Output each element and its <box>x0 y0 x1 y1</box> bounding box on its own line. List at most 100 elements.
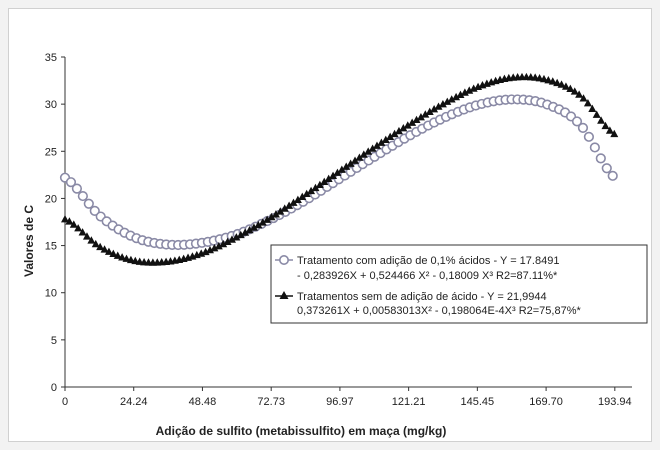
data-point <box>394 126 403 135</box>
data-point <box>447 95 456 103</box>
data-point <box>434 102 443 110</box>
data-point <box>595 153 606 164</box>
data-point <box>113 251 122 259</box>
y-tick-label: 0 <box>51 382 57 394</box>
data-point <box>583 99 592 107</box>
legend-marker-2 <box>279 291 289 299</box>
data-point <box>425 107 434 115</box>
data-point <box>583 131 595 142</box>
data-point <box>592 110 601 118</box>
data-point <box>588 104 597 112</box>
data-point <box>577 122 589 133</box>
data-point <box>557 80 566 88</box>
data-point <box>544 76 553 84</box>
data-point <box>219 239 228 248</box>
data-point <box>276 207 285 215</box>
data-point <box>381 135 390 143</box>
data-point <box>109 249 118 258</box>
data-point <box>408 118 417 126</box>
data-point <box>311 183 320 192</box>
y-ticks: 0 5 10 15 20 25 30 35 <box>45 52 65 394</box>
data-point <box>289 198 298 206</box>
data-point <box>285 201 294 209</box>
x-axis-label: Adição de sulfito (metabissulfito) em ma… <box>156 424 447 438</box>
data-point <box>82 232 91 240</box>
data-point <box>118 253 127 261</box>
data-point <box>69 220 78 228</box>
data-point <box>561 82 570 90</box>
data-point <box>65 177 77 188</box>
data-point <box>214 242 223 250</box>
data-point <box>377 138 386 146</box>
data-point <box>373 141 381 149</box>
x-tick-label: 96.97 <box>326 396 354 408</box>
data-point <box>254 220 263 229</box>
data-point <box>320 177 329 186</box>
x-tick-label: 193.94 <box>598 396 632 408</box>
x-tick-label: 24.24 <box>120 396 148 408</box>
data-point <box>570 87 579 95</box>
data-point <box>579 94 588 102</box>
data-point <box>342 162 351 170</box>
y-tick-label: 15 <box>45 241 57 253</box>
data-point <box>61 214 69 223</box>
x-tick-label: 121.21 <box>392 396 426 408</box>
data-point <box>443 97 452 105</box>
data-point <box>421 110 430 118</box>
x-tick-label: 145.45 <box>461 396 495 408</box>
y-tick-label: 35 <box>45 52 57 64</box>
data-point <box>430 104 439 113</box>
data-point <box>65 217 74 225</box>
x-ticks: 0 24.24 48.48 72.73 96.97 121.21 145.45 169.70 1… <box>62 387 632 408</box>
data-point <box>548 77 557 85</box>
data-point <box>456 90 465 98</box>
data-point <box>104 247 113 255</box>
data-point <box>77 190 88 202</box>
data-point <box>100 245 109 253</box>
data-point <box>298 192 307 201</box>
data-point <box>206 245 215 254</box>
data-point <box>601 121 610 130</box>
data-point <box>83 198 94 209</box>
data-point <box>607 170 618 181</box>
y-tick-label: 5 <box>51 335 57 347</box>
data-point <box>390 129 399 138</box>
chart-svg: 0 24.24 48.48 72.73 96.97 121.21 145.45 169.70 1… <box>22 52 648 438</box>
x-tick-label: 169.70 <box>529 396 563 408</box>
data-point <box>601 163 612 174</box>
data-point <box>452 92 461 101</box>
data-point <box>89 205 100 216</box>
data-point <box>258 218 267 226</box>
data-point <box>539 74 548 83</box>
data-point <box>460 88 469 96</box>
data-point <box>359 150 368 158</box>
data-point <box>610 129 619 138</box>
data-point <box>293 195 302 203</box>
data-point <box>232 233 241 241</box>
data-point <box>368 144 377 152</box>
data-point <box>96 242 105 251</box>
legend-entry-2-equation: 0,373261X + 0,00583013X² - 0,198064E-4X³… <box>297 305 581 317</box>
axes: 0 24.24 48.48 72.73 96.97 121.21 145.45 169.70 1… <box>45 52 632 408</box>
data-point <box>351 156 360 164</box>
x-tick-label: 48.48 <box>189 396 217 408</box>
data-point <box>386 132 395 141</box>
legend-entry-2: Tratamentos sem de adição de ácido - Y =… <box>297 291 547 303</box>
data-point <box>236 230 245 239</box>
data-point <box>91 239 100 248</box>
data-point <box>74 224 83 232</box>
data-point <box>333 168 342 176</box>
y-tick-label: 20 <box>45 193 57 205</box>
data-point <box>267 212 276 221</box>
data-point <box>553 78 562 87</box>
legend: Tratamento com adição de 0,1% ácidos - Y… <box>270 244 648 324</box>
data-point <box>399 124 408 132</box>
data-point <box>465 86 474 94</box>
y-tick-label: 10 <box>45 288 57 300</box>
y-axis-label: Valores de C <box>22 205 36 277</box>
data-point <box>364 147 373 155</box>
legend-box <box>270 244 648 324</box>
data-point <box>71 183 83 194</box>
data-point <box>337 165 346 173</box>
series-layer <box>59 72 619 266</box>
